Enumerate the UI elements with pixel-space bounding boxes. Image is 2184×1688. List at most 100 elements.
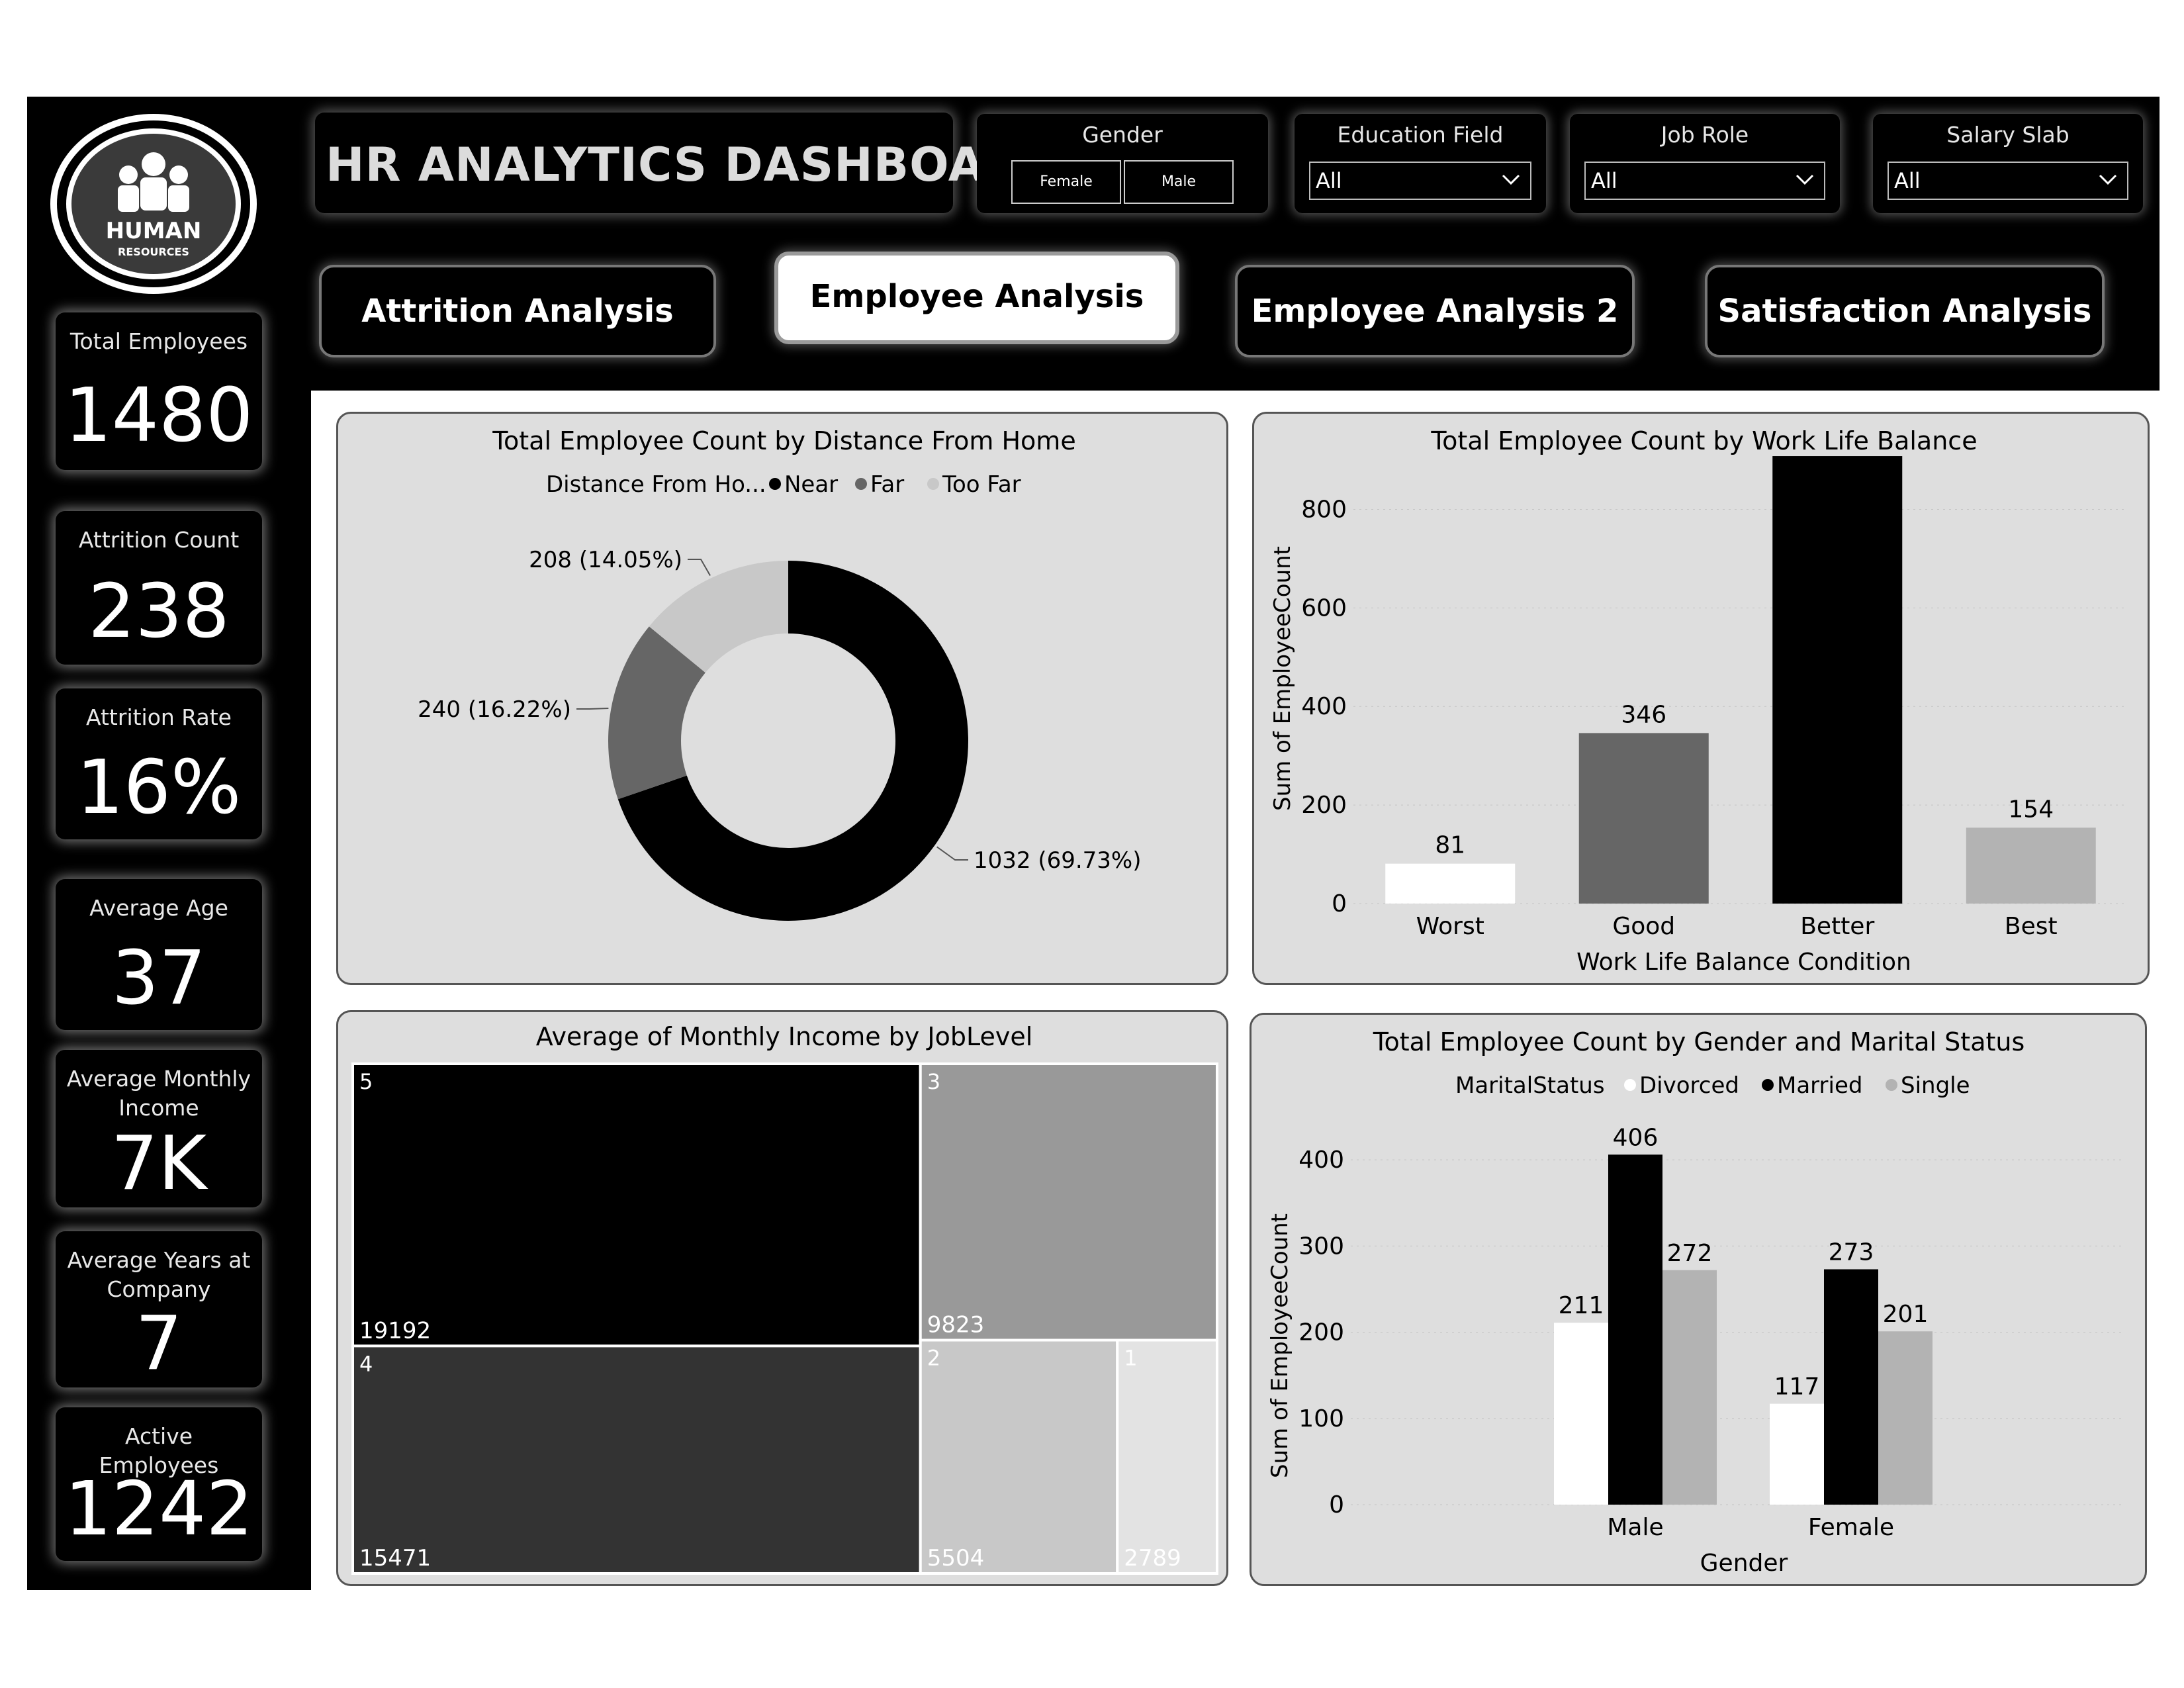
data-label: 272: [1667, 1240, 1713, 1267]
x-tick-label: Male: [1607, 1514, 1663, 1541]
y-tick-label: 800: [1301, 496, 1347, 523]
work-life-balance-card: Total Employee Count by Work Life Balanc…: [1252, 412, 2150, 985]
salary-slab-slicer: Salary Slab All: [1873, 114, 2143, 213]
dashboard-title-box: HR ANALYTICS DASHBOARD: [315, 113, 1060, 213]
tile-value-label: 19192: [359, 1317, 431, 1344]
data-label: 201: [1883, 1301, 1929, 1328]
tile-category-label: 5: [359, 1069, 373, 1094]
employee-analysis-button[interactable]: Employee Analysis: [774, 252, 1179, 344]
work-life-balance-bar-chart: Total Employee Count by Work Life Balanc…: [1269, 426, 2128, 976]
logo-text-human: HUMAN: [106, 218, 202, 244]
legend-marker: [1762, 1079, 1774, 1091]
y-axis-title: Sum of EmployeeCount: [1269, 546, 1296, 811]
data-label: 211: [1559, 1292, 1604, 1319]
salary-slab-dropdown[interactable]: All: [1888, 162, 2128, 200]
y-tick-label: 0: [1329, 1491, 1344, 1519]
legend-item: Too Far: [942, 471, 1021, 498]
chart-title: Average of Monthly Income by JobLevel: [536, 1022, 1033, 1051]
tile-value-label: 2789: [1124, 1545, 1181, 1571]
kpi-value: 16%: [76, 745, 242, 831]
legend-item: Single: [1901, 1072, 1970, 1099]
kpi-label: Active Employees: [99, 1423, 219, 1478]
x-tick-label: Best: [2005, 913, 2058, 940]
distance-from-home-card: Total Employee Count by Distance From Ho…: [336, 412, 1228, 985]
y-tick-label: 600: [1301, 594, 1347, 622]
kpi-value: 1480: [64, 373, 253, 459]
leader-line: [576, 708, 609, 710]
chart-title: Total Employee Count by Distance From Ho…: [492, 426, 1075, 455]
job-role-dropdown[interactable]: All: [1584, 162, 1825, 200]
donut-slice-too-far: [649, 561, 788, 673]
kpi-value: 37: [111, 935, 206, 1021]
tile-category-label: 1: [1124, 1346, 1137, 1371]
kpi-label: Total Employees: [69, 328, 248, 354]
kpi-value: 238: [88, 569, 230, 655]
data-label: 117: [1774, 1374, 1820, 1401]
bar-good: [1578, 733, 1709, 904]
slicer-title: Education Field: [1337, 122, 1504, 148]
gender-marital-bar-chart: Total Employee Count by Gender and Marit…: [1267, 1027, 2125, 1577]
y-tick-label: 300: [1298, 1233, 1344, 1260]
treemap-tile-level-4: [351, 1344, 922, 1575]
legend-marker: [927, 478, 939, 490]
donut-slice-near: [617, 561, 968, 921]
slicer-title: Gender: [1082, 122, 1163, 148]
data-label: 406: [1613, 1124, 1659, 1151]
y-tick-label: 200: [1298, 1319, 1344, 1346]
x-tick-label: Worst: [1416, 913, 1484, 940]
bar-male-divorced: [1554, 1323, 1608, 1505]
logo-text-resources: RESOURCES: [118, 246, 189, 258]
gender-slicer: Gender Female Male: [977, 114, 1268, 213]
gender-option-female[interactable]: Female: [1011, 160, 1121, 204]
kpi-average-monthly-income: Average Monthly Income 7K: [56, 1050, 262, 1207]
job-role-slicer: Job Role All: [1570, 114, 1840, 213]
attrition-analysis-button[interactable]: Attrition Analysis: [319, 265, 716, 357]
y-tick-label: 100: [1298, 1405, 1344, 1432]
kpi-value: 7K: [111, 1121, 207, 1207]
data-label: 1032 (69.73%): [974, 847, 1142, 874]
bar-better: [1772, 456, 1903, 904]
data-label: 208 (14.05%): [529, 547, 682, 573]
page-title: HR ANALYTICS DASHBOARD: [326, 138, 1060, 192]
kpi-label: Average Age: [89, 895, 228, 921]
leader-line: [936, 846, 968, 861]
chart-title: Total Employee Count by Gender and Marit…: [1373, 1027, 2025, 1056]
data-label: 81: [1435, 832, 1465, 859]
monthly-income-treemap: Average of Monthly Income by JobLevel 5 1…: [351, 1022, 1219, 1575]
x-tick-label: Good: [1612, 913, 1675, 940]
donut-slice-far: [608, 626, 705, 800]
kpi-average-years-at-company: Average Years at Company 7: [56, 1231, 262, 1387]
data-label: 240 (16.22%): [418, 696, 571, 723]
y-tick-label: 0: [1332, 890, 1347, 917]
kpi-label: Attrition Rate: [86, 704, 232, 730]
chevron-down-icon: [2099, 174, 2117, 185]
legend-title: MaritalStatus: [1455, 1072, 1605, 1099]
tile-value-label: 9823: [927, 1312, 985, 1338]
kpi-value: 7: [135, 1301, 183, 1387]
education-field-dropdown[interactable]: All: [1309, 162, 1531, 200]
gender-marital-status-card: Total Employee Count by Gender and Marit…: [1250, 1013, 2147, 1586]
data-label: 154: [2008, 796, 2054, 823]
chevron-down-icon: [1796, 174, 1814, 185]
legend-item: Far: [870, 471, 904, 498]
bar-female-married: [1824, 1269, 1878, 1505]
slicer-title: Job Role: [1661, 122, 1749, 148]
legend-marker: [769, 478, 781, 490]
education-field-slicer: Education Field All: [1295, 114, 1546, 213]
slicer-title: Salary Slab: [1946, 122, 2070, 148]
tile-category-label: 2: [927, 1346, 940, 1371]
employee-analysis-2-button[interactable]: Employee Analysis 2: [1235, 265, 1635, 357]
treemap-tile-level-2: [919, 1338, 1119, 1575]
satisfaction-analysis-button[interactable]: Satisfaction Analysis: [1705, 265, 2105, 357]
data-label: 346: [1621, 701, 1666, 728]
kpi-label: Average Monthly Income: [66, 1066, 251, 1121]
bar-female-divorced: [1770, 1403, 1824, 1505]
gender-option-male[interactable]: Male: [1124, 160, 1234, 204]
chart-legend: Distance From Ho... Near Far Too Far: [546, 471, 1021, 498]
bar-female-single: [1878, 1331, 1933, 1505]
kpi-value: 1242: [64, 1466, 253, 1552]
x-axis-title: Gender: [1700, 1550, 1788, 1577]
people-icon: [118, 152, 189, 212]
leader-line: [688, 559, 711, 576]
tile-category-label: 3: [927, 1069, 940, 1094]
